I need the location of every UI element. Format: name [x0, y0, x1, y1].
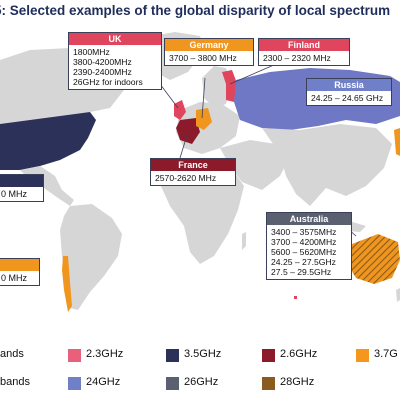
legend-row-1-label: ands [0, 348, 24, 360]
uk-callout-body: 1800MHz 3800-4200MHz 2390-2400MHz 26GHz … [69, 45, 161, 89]
usa-band-partial: 0 MHz [1, 189, 28, 199]
germany-band: 3700 – 3800 MHz [169, 53, 237, 63]
russia-band: 24.25 – 24.65 GHz [311, 93, 384, 103]
page-title: 5: Selected examples of the global dispa… [0, 3, 391, 18]
usa-callout-partial: 0 MHz [0, 174, 44, 202]
uk-band: 3800-4200MHz [73, 57, 132, 67]
france-band: 2570-2620 MHz [155, 173, 217, 183]
france-callout: France 2570-2620 MHz [150, 158, 236, 186]
legend-swatch-28ghz [262, 377, 275, 390]
russia-callout-header: Russia [307, 79, 391, 91]
australia-band: 27.5 – 29.5GHz [271, 267, 332, 277]
germany-callout: Germany 3700 – 3800 MHz [164, 38, 254, 66]
uk-shape [174, 100, 186, 120]
legend-label-28ghz: 28GHz [280, 376, 315, 388]
germany-shape [196, 108, 212, 130]
australia-band: 5600 – 5620MHz [271, 247, 337, 257]
france-callout-header: France [151, 159, 235, 171]
finland-band: 2300 – 2320 MHz [263, 53, 331, 63]
finland-callout: Finland 2300 – 2320 MHz [258, 38, 350, 66]
legend-swatch-3-7ghz [356, 349, 369, 362]
madagascar-shape [242, 232, 246, 250]
chile-callout-partial: 0 MHz [0, 258, 40, 286]
asia-shape [262, 124, 392, 206]
uk-band: 1800MHz [73, 47, 110, 57]
australia-band: 3400 – 3575MHz [271, 227, 337, 237]
chile-band-partial: 0 MHz [1, 273, 28, 283]
australia-shape [346, 234, 400, 284]
legend-label-26ghz: 26GHz [184, 376, 219, 388]
legend-label-24ghz: 24GHz [86, 376, 121, 388]
south-america-shape [60, 204, 122, 310]
australia-callout-header: Australia [267, 213, 351, 225]
legend-row-2-label: bands [0, 376, 30, 388]
legend-swatch-24ghz [68, 377, 81, 390]
chile-callout-header [0, 259, 39, 271]
finland-shape [222, 70, 238, 102]
legend-swatch-2-6ghz [262, 349, 275, 362]
uk-callout: UK 1800MHz 3800-4200MHz 2390-2400MHz 26G… [68, 32, 162, 90]
australia-callout: Australia 3400 – 3575MHz 3700 – 4200MHz … [266, 212, 352, 280]
france-shape [176, 118, 200, 144]
usa-callout-header [0, 175, 43, 187]
usa-shape [0, 112, 96, 170]
legend-label-3-7ghz: 3.7G [374, 348, 398, 360]
france-connector [179, 131, 189, 159]
small-marker [294, 296, 297, 299]
australia-callout-body: 3400 – 3575MHz 3700 – 4200MHz 5600 – 562… [267, 225, 351, 279]
germany-callout-header: Germany [165, 39, 253, 51]
middle-east-shape [220, 140, 290, 190]
legend-swatch-3-5ghz [166, 349, 179, 362]
uk-band: 2390-2400MHz [73, 67, 132, 77]
legend-label-2-6ghz: 2.6GHz [280, 348, 318, 360]
russia-callout: Russia 24.25 – 24.65 GHz [306, 78, 392, 106]
uk-callout-header: UK [69, 33, 161, 45]
japan-shape [394, 128, 400, 156]
chile-shape [62, 256, 72, 312]
uk-band: 26GHz for indoors [73, 77, 143, 87]
legend-label-2-3ghz: 2.3GHz [86, 348, 124, 360]
legend-swatch-26ghz [166, 377, 179, 390]
legend-label-3-5ghz: 3.5GHz [184, 348, 222, 360]
australia-band: 24.25 – 27.5GHz [271, 257, 336, 267]
australia-band: 3700 – 4200MHz [271, 237, 337, 247]
finland-callout-header: Finland [259, 39, 349, 51]
germany-connector [201, 77, 206, 119]
legend-swatch-2-3ghz [68, 349, 81, 362]
new-zealand-shape [396, 288, 400, 302]
